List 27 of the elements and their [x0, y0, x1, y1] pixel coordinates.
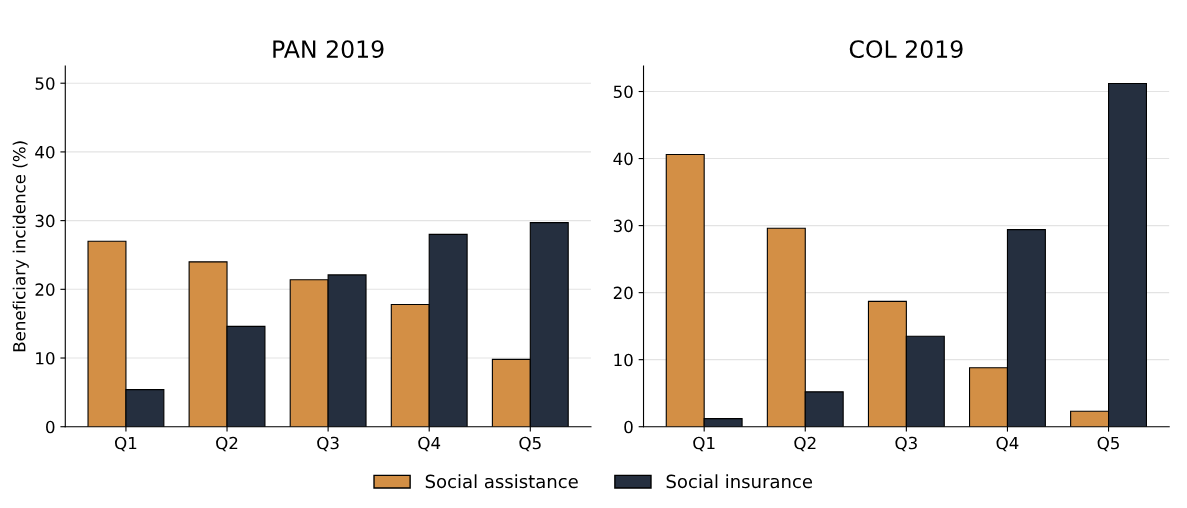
y-tick-label: 10 [614, 353, 633, 367]
x-tick-label: Q3 [895, 436, 917, 452]
chart-title: PAN 2019 [273, 40, 384, 59]
x-tick-label: Q2 [794, 436, 816, 452]
y-tick-label: 20 [35, 283, 55, 296]
x-tick-label: Q4 [996, 436, 1019, 452]
legend-label: Social assistance [425, 474, 578, 489]
y-tick-label: 20 [613, 286, 633, 300]
y-tick-label: 30 [613, 219, 633, 233]
x-tick-label: Q1 [115, 436, 137, 452]
x-tick-label: Q2 [216, 436, 238, 452]
y-axis-title: Beneficiary incidence (%) [12, 141, 29, 352]
y-tick-label: 50 [35, 77, 55, 90]
y-tick-label: 0 [46, 420, 55, 434]
y-tick-label: 30 [35, 214, 55, 228]
y-tick-label: 40 [613, 152, 633, 166]
x-tick-label: Q5 [519, 436, 541, 452]
x-tick-label: Q5 [1097, 436, 1119, 452]
x-tick-label: Q4 [418, 436, 441, 452]
x-tick-label: Q1 [693, 436, 715, 452]
legend-label: Social insurance [666, 474, 813, 489]
y-tick-label: 10 [36, 351, 55, 365]
y-tick-label: 0 [624, 420, 633, 434]
x-tick-label: Q3 [317, 436, 339, 452]
chart-title: COL 2019 [849, 40, 963, 59]
y-tick-label: 40 [35, 145, 55, 159]
y-tick-label: 50 [613, 85, 633, 99]
